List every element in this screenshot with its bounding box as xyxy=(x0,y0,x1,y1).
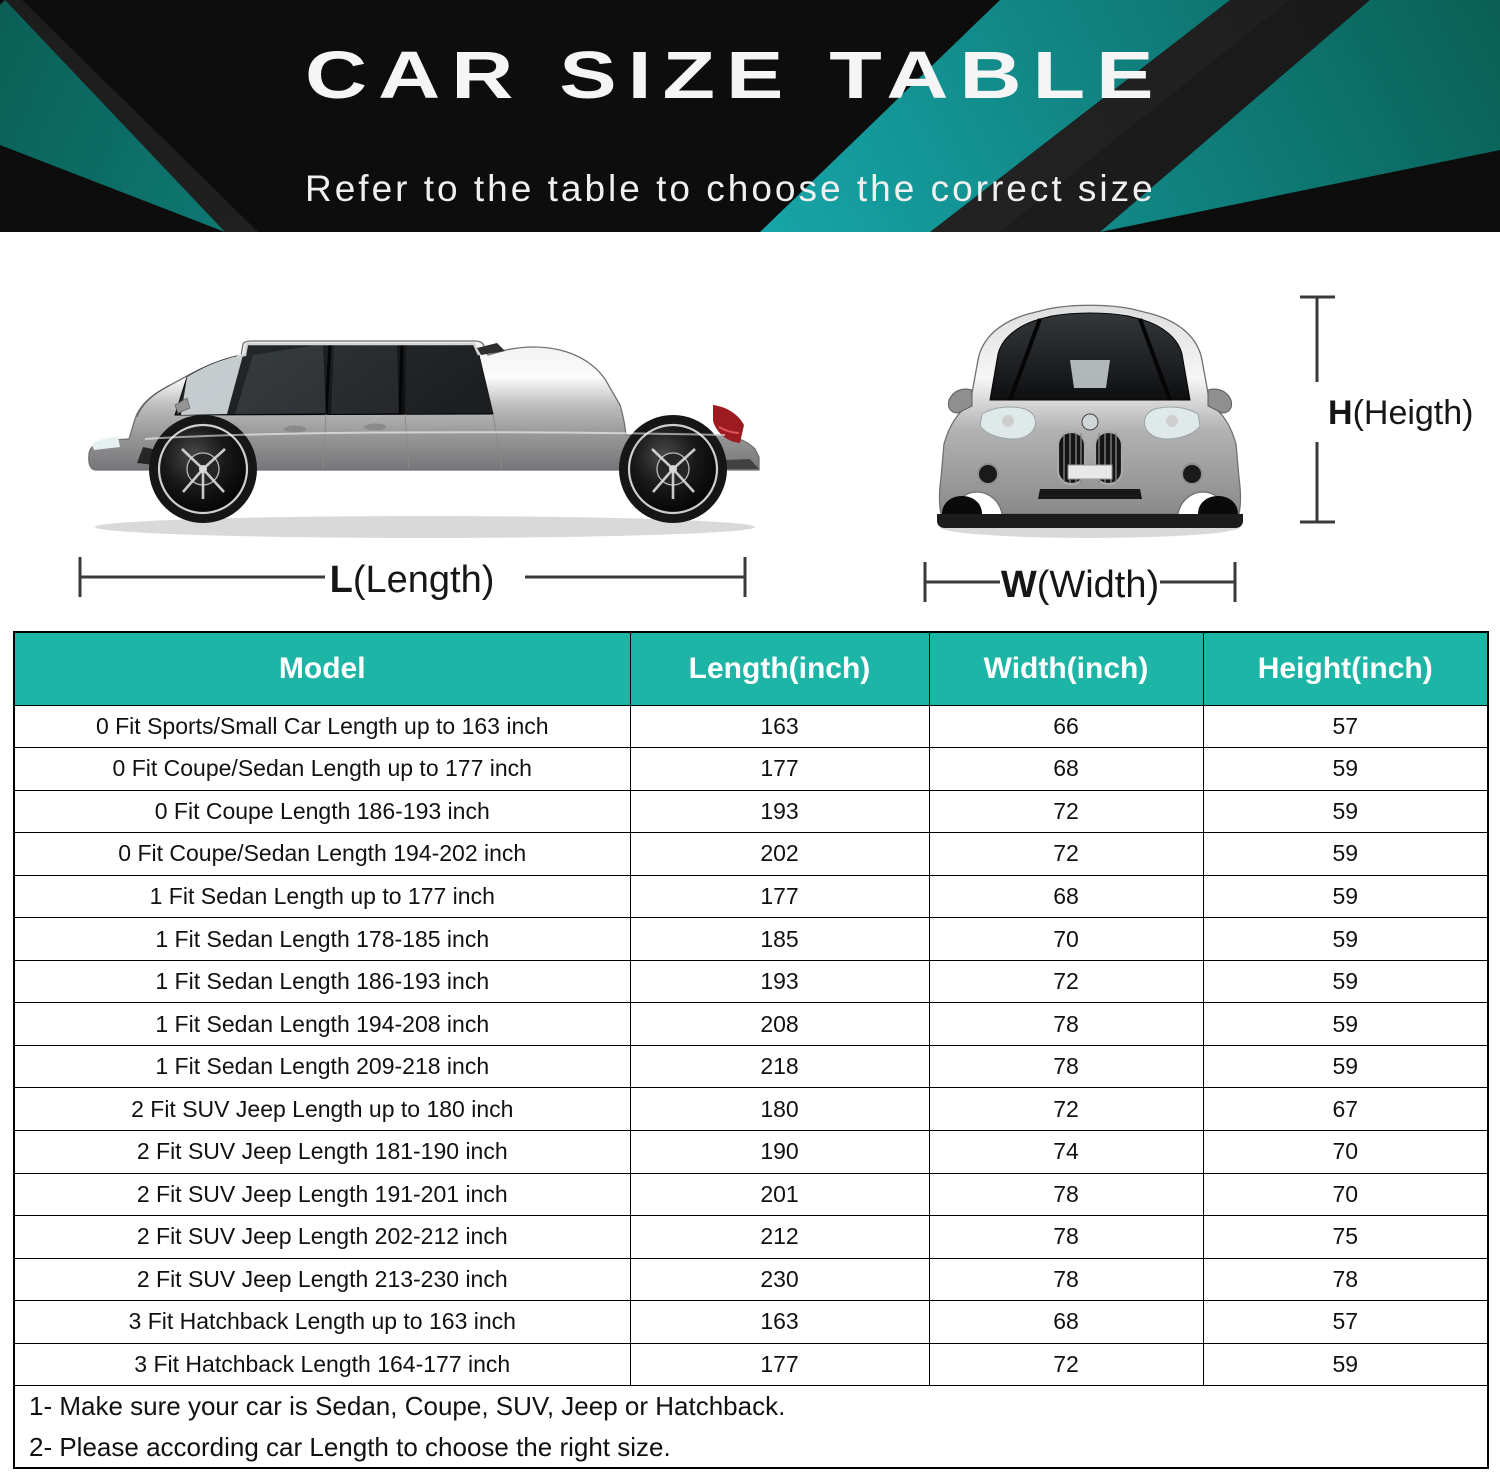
svg-text:H(Heigth): H(Heigth) xyxy=(1328,394,1474,432)
svg-text:L(Length): L(Length) xyxy=(330,559,495,601)
svg-text:W(Width): W(Width) xyxy=(1001,564,1159,606)
